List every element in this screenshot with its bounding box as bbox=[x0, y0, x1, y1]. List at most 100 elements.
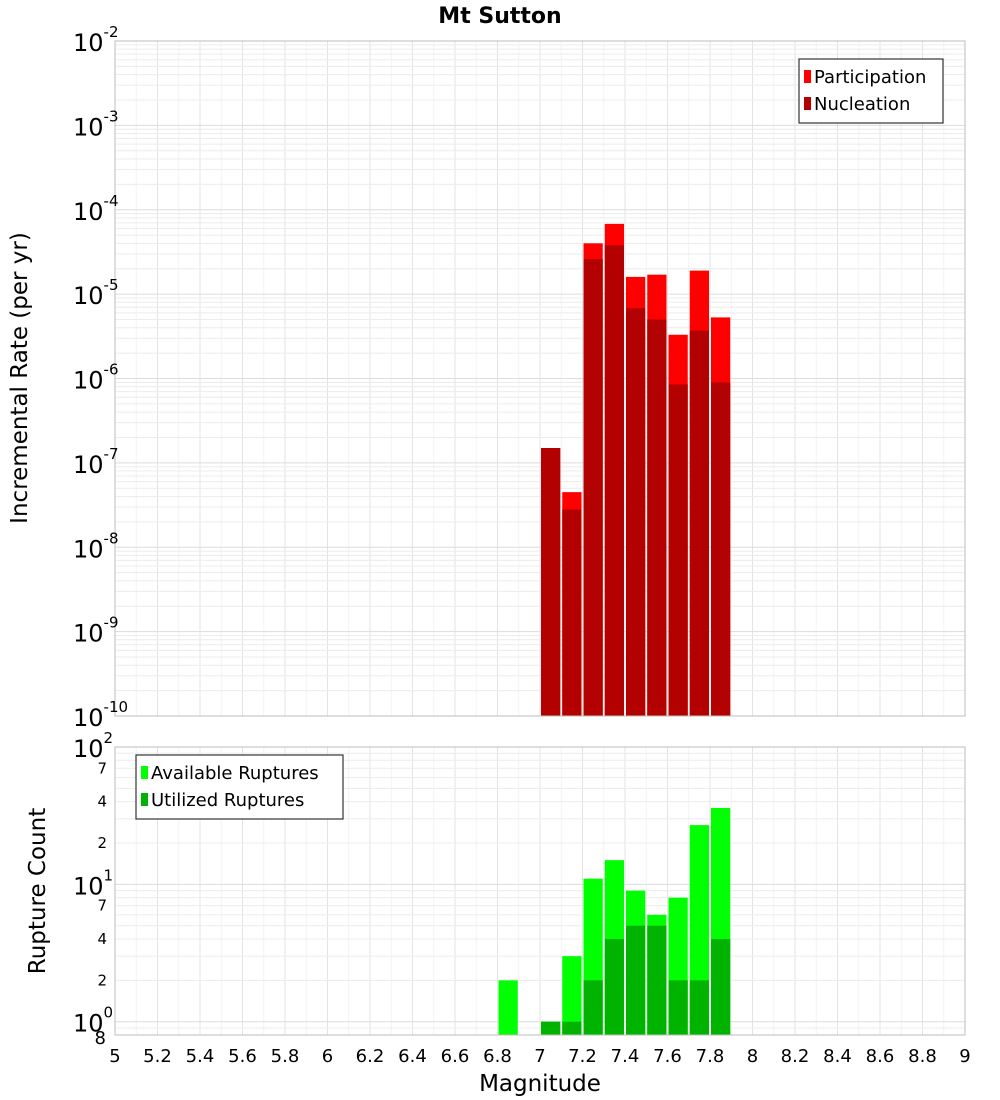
top-y-tick-exponent: -6 bbox=[104, 361, 119, 379]
bottom-y-tick-exponent: 1 bbox=[104, 866, 114, 884]
bottom-bar-utilized-ruptures bbox=[647, 925, 667, 1035]
top-legend-swatch bbox=[804, 97, 811, 110]
top-bar-nucleation bbox=[541, 448, 561, 716]
bottom-legend-swatch bbox=[141, 793, 148, 806]
bottom-legend-box bbox=[135, 754, 344, 820]
bottom-bar-utilized-ruptures bbox=[711, 939, 731, 1035]
top-y-tick-label: 10-2 bbox=[73, 23, 119, 57]
bottom-y-tick-label: 100 bbox=[73, 1004, 113, 1038]
x-tick-label: 6.2 bbox=[356, 1046, 385, 1067]
top-legend-label: Nucleation bbox=[814, 94, 910, 115]
bottom-legend-swatch bbox=[141, 766, 148, 779]
top-y-tick-label: 10-9 bbox=[73, 614, 119, 648]
top-y-tick-exponent: -7 bbox=[104, 445, 119, 463]
x-tick-label: 7.8 bbox=[696, 1046, 725, 1067]
top-y-tick-base: 10 bbox=[73, 704, 104, 732]
top-y-tick-label: 10-10 bbox=[73, 698, 128, 732]
bottom-bar-utilized-ruptures bbox=[562, 1021, 582, 1035]
top-y-tick-exponent: -3 bbox=[104, 107, 119, 125]
top-plot-area: 10-210-310-410-510-610-710-810-910-10Par… bbox=[73, 23, 966, 732]
x-tick-label: 7 bbox=[534, 1046, 545, 1067]
bottom-y-axis-label: Rupture Count bbox=[25, 808, 51, 974]
top-y-tick-exponent: -8 bbox=[104, 529, 119, 547]
top-bar-nucleation bbox=[583, 259, 603, 716]
x-tick-label: 7.2 bbox=[568, 1046, 597, 1067]
top-y-tick-base: 10 bbox=[73, 198, 104, 226]
top-y-tick-exponent: -4 bbox=[104, 192, 119, 210]
x-tick-label: 8.8 bbox=[908, 1046, 937, 1067]
bottom-y-tick-label: 102 bbox=[73, 729, 113, 763]
bottom-y-minor-label: 2 bbox=[97, 834, 107, 852]
top-bar-nucleation bbox=[711, 382, 731, 716]
top-y-tick-exponent: -10 bbox=[104, 698, 129, 716]
x-axis-label: Magnitude bbox=[479, 1071, 601, 1097]
top-bar-nucleation bbox=[647, 319, 667, 716]
bottom-y-tick-base: 10 bbox=[73, 872, 104, 900]
x-tick-label: 8 bbox=[747, 1046, 758, 1067]
top-y-tick-base: 10 bbox=[73, 113, 104, 141]
top-y-tick-exponent: -2 bbox=[104, 23, 119, 41]
top-bar-nucleation bbox=[562, 509, 582, 716]
bottom-y-tick-exponent: 0 bbox=[104, 1004, 114, 1022]
x-tick-label: 8.6 bbox=[866, 1046, 895, 1067]
top-y-tick-label: 10-3 bbox=[73, 107, 119, 141]
chart-title: Mt Sutton bbox=[438, 4, 561, 29]
bottom-bar-utilized-ruptures bbox=[604, 939, 624, 1035]
top-bar-nucleation bbox=[626, 308, 646, 716]
bottom-y-minor-label: 8 bbox=[95, 1028, 106, 1049]
bottom-y-tick-base: 10 bbox=[73, 1010, 104, 1038]
x-tick-label: 5.8 bbox=[271, 1046, 300, 1067]
x-axis: 5 5.2 5.4 5.6 5.8 6 6.2 6.4 6.6 6.8 7 7.2 7.4 7.6 7.8 8… bbox=[109, 1046, 970, 1067]
x-tick-label: 5.6 bbox=[228, 1046, 257, 1067]
bottom-legend-label: Utilized Ruptures bbox=[151, 790, 304, 811]
top-y-tick-base: 10 bbox=[73, 367, 104, 395]
bottom-y-tick-label: 101 bbox=[73, 866, 113, 900]
top-y-tick-base: 10 bbox=[73, 451, 104, 479]
bottom-plot-border bbox=[114, 746, 966, 1036]
top-y-tick-base: 10 bbox=[73, 535, 104, 563]
top-y-tick-base: 10 bbox=[73, 282, 104, 310]
top-y-tick-exponent: -5 bbox=[104, 276, 119, 294]
x-tick-label: 8.2 bbox=[781, 1046, 810, 1067]
top-bar-nucleation bbox=[604, 245, 624, 717]
x-tick-label: 6.6 bbox=[441, 1046, 470, 1067]
top-legend-label: Participation bbox=[814, 67, 926, 88]
top-y-tick-label: 10-6 bbox=[73, 361, 119, 395]
top-y-tick-label: 10-8 bbox=[73, 529, 119, 563]
x-tick-label: 9 bbox=[959, 1046, 970, 1067]
top-bar-nucleation bbox=[689, 330, 709, 716]
x-tick-label: 6.4 bbox=[398, 1046, 427, 1067]
bottom-legend-label: Available Ruptures bbox=[151, 763, 319, 784]
bottom-y-minor-label: 2 bbox=[97, 971, 107, 989]
bottom-bar-utilized-ruptures bbox=[541, 1021, 561, 1035]
bottom-y-minor-label: 4 bbox=[97, 930, 107, 948]
x-tick-label: 7.4 bbox=[611, 1046, 640, 1067]
x-tick-label: 5.2 bbox=[143, 1046, 172, 1067]
bottom-y-minor-label: 7 bbox=[97, 897, 107, 915]
bottom-y-tick-exponent: 2 bbox=[104, 729, 114, 747]
top-y-tick-label: 10-7 bbox=[73, 445, 119, 479]
x-tick-label: 5.4 bbox=[186, 1046, 215, 1067]
bottom-y-minor-label: 7 bbox=[97, 759, 107, 777]
top-legend-box bbox=[798, 58, 944, 124]
x-tick-label: 6 bbox=[322, 1046, 333, 1067]
top-y-axis-label: Incremental Rate (per yr) bbox=[7, 232, 33, 524]
bottom-bar-utilized-ruptures bbox=[689, 980, 709, 1035]
top-legend-swatch bbox=[804, 70, 811, 83]
top-y-tick-base: 10 bbox=[73, 29, 104, 57]
top-bar-nucleation bbox=[668, 384, 688, 716]
bottom-bar-utilized-ruptures bbox=[626, 925, 646, 1035]
top-y-tick-exponent: -9 bbox=[104, 614, 119, 632]
bottom-y-tick-base: 10 bbox=[73, 735, 104, 763]
bottom-bar-utilized-ruptures bbox=[583, 980, 603, 1035]
x-tick-label: 8.4 bbox=[823, 1046, 852, 1067]
x-tick-label: 7.6 bbox=[653, 1046, 682, 1067]
top-y-tick-base: 10 bbox=[73, 620, 104, 648]
bottom-bar-available-ruptures bbox=[498, 980, 518, 1035]
top-y-tick-label: 10-4 bbox=[73, 192, 119, 226]
x-tick-label: 6.8 bbox=[483, 1046, 512, 1067]
top-y-tick-label: 10-5 bbox=[73, 276, 119, 310]
